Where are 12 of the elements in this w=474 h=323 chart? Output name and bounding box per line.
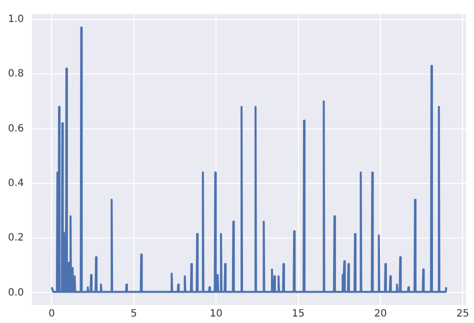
y-tick-label: 1.0 bbox=[8, 14, 24, 26]
x-tick-label: 0 bbox=[48, 308, 55, 320]
x-tick-label: 15 bbox=[292, 308, 305, 320]
y-tick-label: 0.6 bbox=[8, 123, 24, 134]
y-tick-label: 0.4 bbox=[8, 178, 24, 189]
y-tick-label: 0.0 bbox=[8, 287, 24, 298]
y-tick-label: 0.2 bbox=[8, 232, 24, 244]
x-tick-label: 10 bbox=[210, 308, 222, 320]
x-tick-label: 20 bbox=[374, 308, 387, 320]
x-tick-label: 5 bbox=[130, 308, 138, 320]
x-tick-label: 25 bbox=[456, 308, 470, 320]
y-tick-label: 0.8 bbox=[8, 68, 24, 80]
